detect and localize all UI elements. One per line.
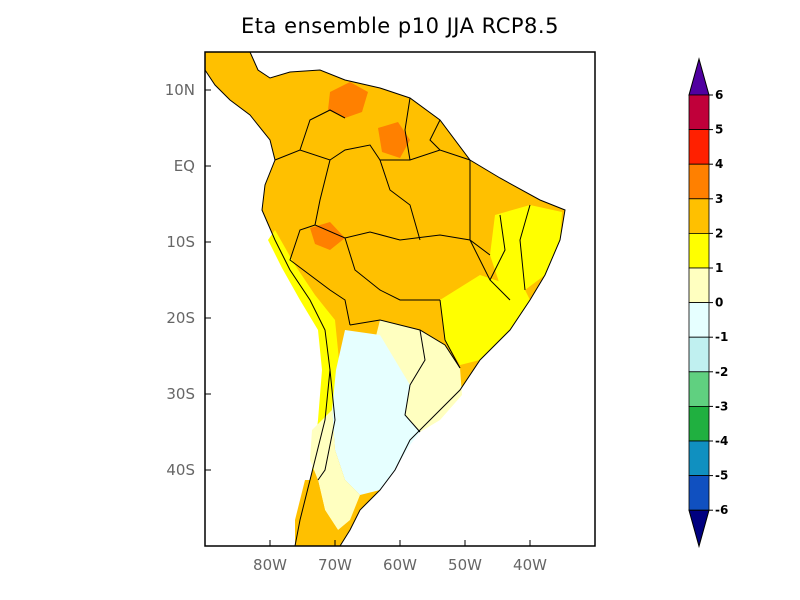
lon-axis: 80W 70W 60W 50W 40W	[253, 540, 547, 574]
colorbar-label: 4	[715, 157, 723, 171]
region-northern-south-america	[205, 52, 565, 546]
colorbar-label: -4	[715, 434, 728, 448]
lon-tick-label: 70W	[318, 556, 352, 574]
colorbar-bin	[688, 232, 710, 269]
colorbar-bin	[688, 94, 710, 130]
lat-tick-label: 40S	[166, 461, 195, 479]
lon-tick-label: 60W	[383, 556, 417, 574]
colorbar-bin	[688, 302, 710, 338]
region-guyana-hotspot	[378, 122, 410, 158]
region-bolivia-hotspot	[310, 222, 345, 250]
colorbar-bin	[688, 336, 710, 373]
lat-axis: 10N EQ 10S 20S 30S 40S	[165, 81, 211, 479]
lon-tick-label: 80W	[253, 556, 287, 574]
colorbar-bin	[688, 198, 710, 234]
lat-tick-label: EQ	[174, 157, 195, 175]
colorbar-label: -5	[715, 469, 728, 483]
colorbar-label: 6	[715, 88, 723, 102]
lon-tick-label: 40W	[513, 556, 547, 574]
region-argentina-central	[332, 330, 420, 495]
colorbar-bin	[688, 405, 710, 442]
colorbar-label: -3	[715, 399, 728, 413]
colorbar-bin	[688, 267, 710, 303]
colorbar-bin	[688, 371, 710, 407]
colorbar-label: 3	[715, 192, 723, 206]
lat-tick-label: 10N	[165, 81, 195, 99]
colorbar-bin	[688, 129, 710, 165]
colorbar-label: -6	[715, 503, 728, 517]
lat-tick-label: 30S	[166, 385, 195, 403]
colorbar-bin	[688, 440, 710, 476]
region-northeast-brazil	[490, 205, 562, 290]
region-patagonia-strip	[310, 410, 360, 530]
colorbar-bin	[688, 475, 710, 511]
country-borders	[205, 52, 566, 546]
colorbar-label: -1	[715, 330, 728, 344]
colorbar-bin	[688, 163, 710, 200]
lat-tick-label: 20S	[166, 309, 195, 327]
central-america-land	[205, 52, 250, 90]
colorbar-label: 5	[715, 123, 723, 137]
map-title: Eta ensemble p10 JJA RCP8.5	[241, 14, 559, 38]
colorbar-label: -2	[715, 365, 728, 379]
colorbar-label: 1	[715, 261, 723, 275]
colorbar-top-triangle	[688, 57, 710, 96]
lon-tick-label: 50W	[448, 556, 482, 574]
region-uruguay-region	[375, 320, 462, 432]
colorbar-label: 2	[715, 226, 723, 240]
colorbar-label: 0	[715, 296, 723, 310]
region-venezuela-hotspot	[328, 82, 368, 118]
lat-tick-label: 10S	[166, 233, 195, 251]
colorbar-bottom-triangle	[688, 509, 710, 549]
region-andes-strip	[268, 230, 340, 470]
